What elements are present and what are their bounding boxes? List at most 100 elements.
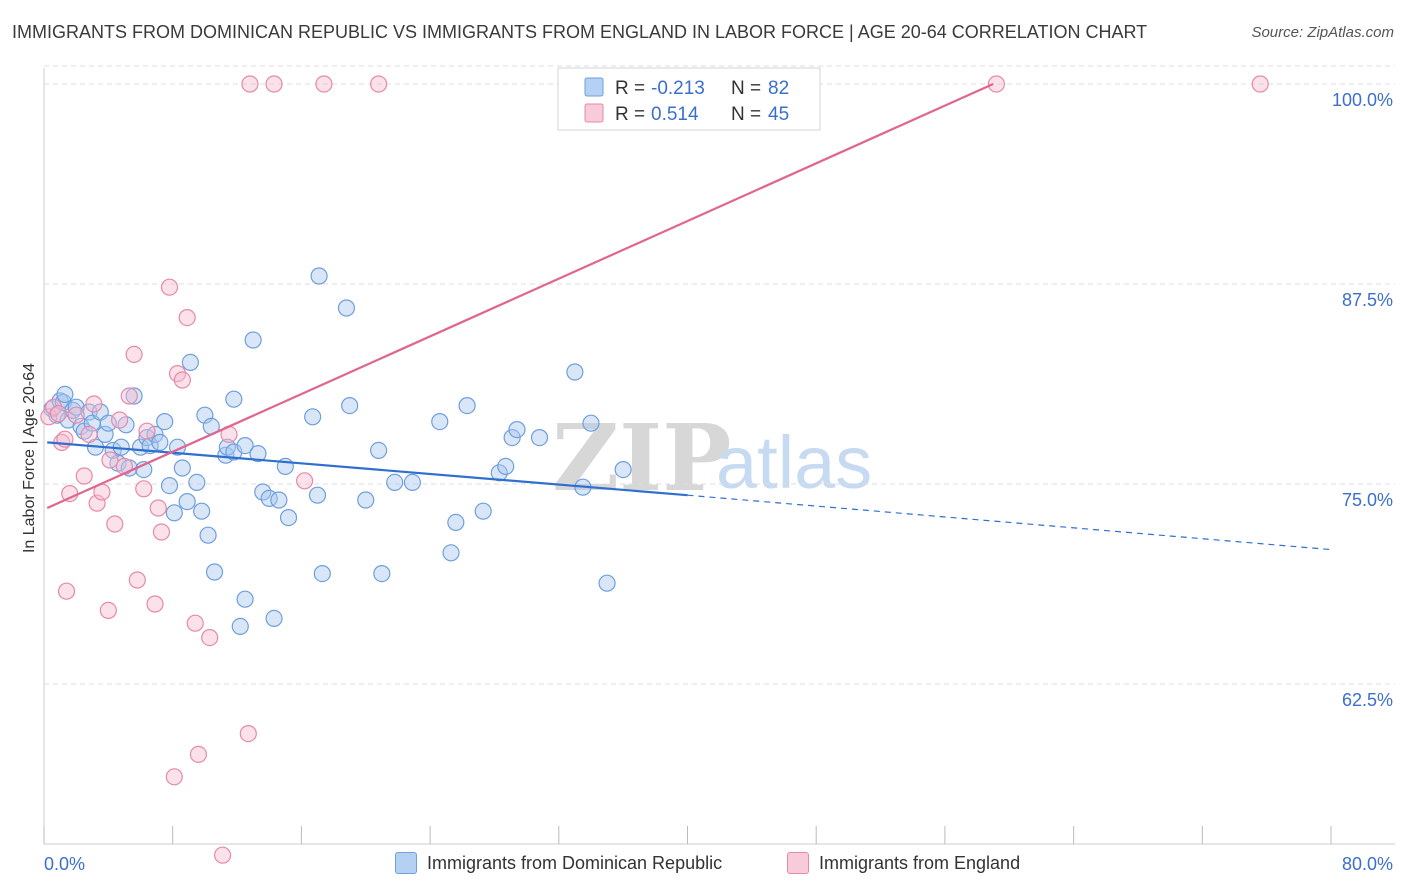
chart-title: IMMIGRANTS FROM DOMINICAN REPUBLIC VS IM… (12, 22, 1148, 42)
pink-data-point (85, 395, 103, 413)
blue-data-point (199, 526, 217, 544)
pink-data-point (57, 582, 76, 600)
legend-n-label: N = (731, 104, 761, 125)
pink-data-point (146, 595, 164, 613)
blue-data-point (357, 491, 375, 509)
legend-r-label: R = (615, 104, 645, 125)
legend-n-value: 82 (768, 78, 789, 99)
blue-data-point (530, 429, 549, 447)
blue-data-point (265, 609, 283, 628)
blue-data-point (370, 441, 388, 459)
blue-data-point (308, 486, 327, 504)
legend-item-england[interactable]: Immigrants from England (787, 852, 1020, 874)
blue-data-point (231, 617, 249, 636)
blue-data-point (490, 464, 508, 482)
pink-data-point (987, 75, 1005, 93)
blue-data-point (403, 473, 422, 491)
blue-data-point (341, 397, 359, 415)
watermark-atlas: atlas (716, 421, 872, 504)
blue-data-point (178, 493, 196, 511)
blue-data-point (236, 590, 254, 608)
legend-r-label: R = (615, 78, 645, 99)
pink-data-point (370, 75, 388, 93)
y-tick-label: 75.0% (1342, 490, 1393, 510)
blue-data-point (503, 429, 521, 447)
y-tick-label: 100.0% (1332, 90, 1393, 110)
legend-label-england: Immigrants from England (819, 852, 1021, 873)
blue-data-point (582, 414, 600, 432)
pink-data-point (61, 485, 79, 503)
pink-data-point (296, 472, 314, 490)
bottom-legend: Immigrants from Dominican Republic Immig… (0, 852, 1406, 878)
pink-data-point (239, 724, 257, 743)
blue-data-point (614, 461, 632, 479)
blue-data-point (181, 353, 199, 371)
x-tick-label: 80.0% (1342, 854, 1393, 874)
pink-data-point (149, 499, 167, 517)
pink-data-point (213, 846, 232, 864)
blue-data-point (313, 564, 331, 583)
y-tick-label: 87.5% (1342, 290, 1393, 310)
pink-data-point (186, 614, 204, 632)
pink-data-point (265, 75, 283, 93)
blue-data-point (156, 413, 174, 431)
pink-data-point (160, 278, 179, 296)
pink-data-point (75, 467, 93, 485)
pink-data-point (152, 523, 171, 541)
blue-data-point (56, 385, 74, 403)
pink-data-point (173, 371, 191, 389)
blue-data-point (310, 267, 328, 285)
blue-data-point (249, 445, 267, 463)
blue-data-point (598, 574, 616, 592)
pink-data-point (178, 309, 196, 327)
top-legend-swatch-pink (584, 103, 604, 123)
legend-r-value: -0.213 (651, 78, 705, 99)
blue-data-point (165, 504, 183, 522)
legend-label-dominican: Immigrants from Dominican Republic (427, 852, 723, 873)
legend-swatch-blue (395, 852, 417, 874)
legend-swatch-pink (787, 852, 809, 874)
pink-data-point (201, 628, 219, 647)
blue-data-point (151, 433, 169, 451)
pink-data-point (138, 422, 156, 440)
blue-data-point (236, 437, 254, 455)
blue-data-point (304, 408, 322, 426)
pink-data-point (165, 768, 183, 786)
pink-data-point (315, 75, 333, 93)
pink-data-point (49, 405, 68, 423)
blue-data-point (188, 473, 206, 491)
pink-data-point (135, 480, 153, 498)
blue-data-point (373, 564, 391, 583)
blue-data-point (431, 413, 449, 431)
pink-data-point (111, 411, 129, 429)
pink-data-point (80, 425, 98, 443)
pink-data-point (125, 345, 143, 363)
legend-item-dominican[interactable]: Immigrants from Dominican Republic (395, 852, 722, 874)
blue-data-point (458, 397, 476, 415)
pink-data-point (128, 571, 146, 589)
pink-data-point (99, 601, 117, 620)
pink-data-point (67, 406, 85, 424)
blue-data-point (193, 502, 211, 520)
legend-r-value: 0.514 (651, 104, 699, 125)
blue-data-point (244, 331, 262, 349)
legend-n-value: 45 (768, 104, 789, 125)
blue-data-point (566, 363, 584, 381)
pink-data-point (40, 408, 58, 426)
pink-data-point (189, 745, 208, 764)
blue-data-point (474, 502, 492, 520)
watermark-zip: ZIP (552, 404, 731, 512)
top-legend-swatch-blue (584, 77, 604, 97)
pink-data-point (88, 494, 106, 512)
legend-n-label: N = (731, 78, 761, 99)
blue-data-point (205, 563, 224, 581)
blue-data-point (442, 544, 460, 562)
blue-data-point (497, 457, 515, 475)
blue-data-point (337, 299, 356, 317)
blue-data-point (447, 513, 465, 532)
x-tick-label: 0.0% (44, 854, 85, 874)
pink-trend-line (46, 82, 994, 510)
blue-data-point (125, 387, 143, 405)
blue-trend-extension (687, 494, 1332, 551)
